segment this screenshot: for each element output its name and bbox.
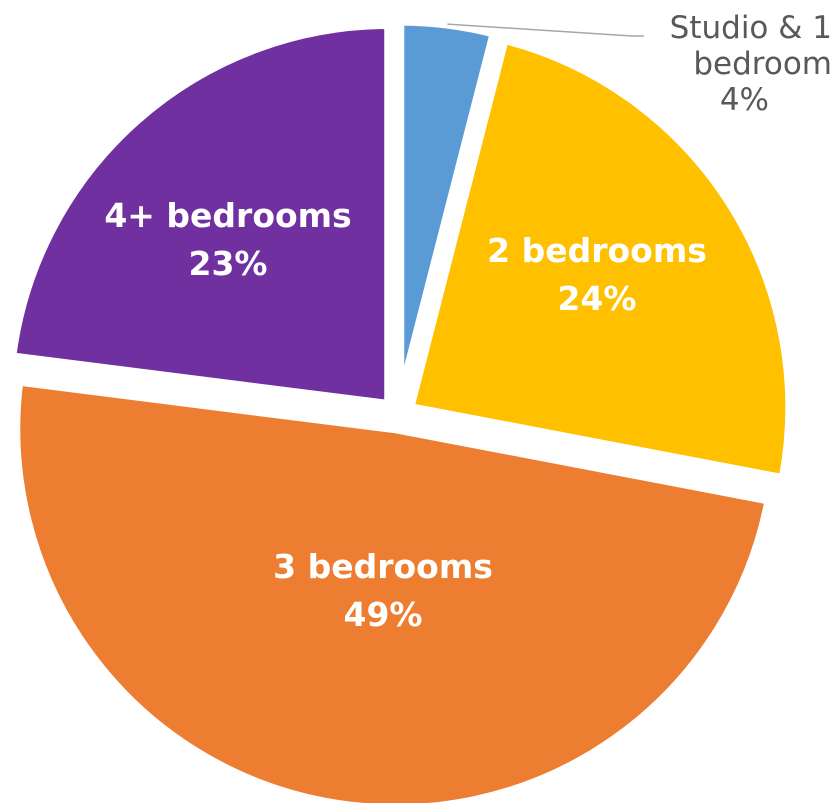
slice-labels: Studio & 1 bedroom 4% 2 bedrooms 24% 3 bedroo… xyxy=(104,10,832,634)
pie-slice-3-bedrooms xyxy=(11,376,775,803)
pie-slice-2-bedrooms xyxy=(404,33,795,484)
slice-label-2-bedrooms: 2 bedrooms 24% xyxy=(487,231,707,318)
pie-slices xyxy=(6,16,795,803)
slice-label-4-bedrooms: 4+ bedrooms 23% xyxy=(104,196,351,283)
leader-lines xyxy=(447,23,644,37)
leader-line-studio-1-bedroom xyxy=(447,23,644,37)
pie-slice-4-bedrooms xyxy=(6,19,394,410)
slice-label-studio-1-bedroom: Studio & 1 bedroom 4% xyxy=(670,10,832,118)
slice-label-3-bedrooms: 3 bedrooms 49% xyxy=(273,547,493,634)
